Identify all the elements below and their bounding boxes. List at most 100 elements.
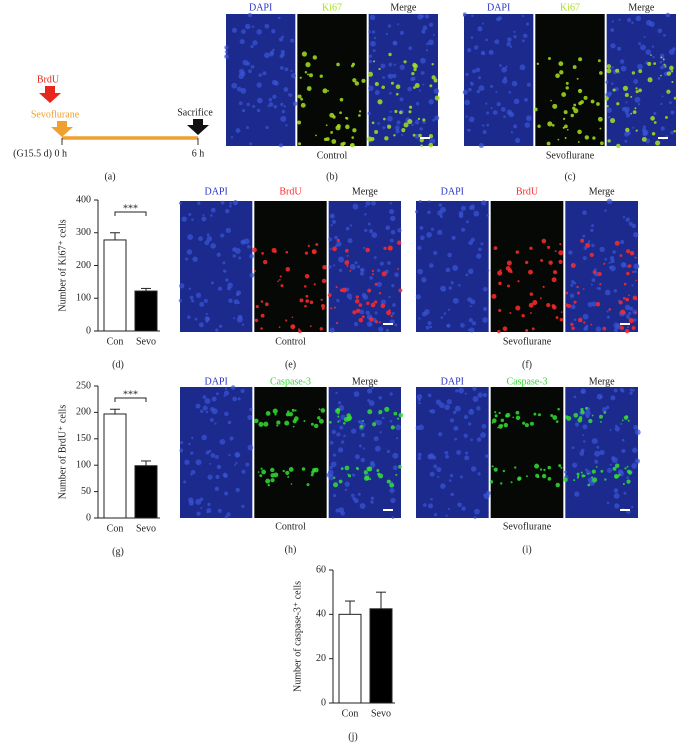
nucleus <box>246 126 249 130</box>
brdu-arrow <box>39 86 61 103</box>
sacrifice-arrow <box>187 119 209 135</box>
nucleus <box>223 390 230 396</box>
nucleus <box>502 78 508 84</box>
nucleus <box>380 299 387 305</box>
x-tick-label: Con <box>107 523 124 534</box>
nucleus <box>640 44 646 51</box>
nucleus <box>360 457 365 463</box>
nucleus <box>207 502 211 507</box>
stain-spot <box>583 474 586 478</box>
nucleus <box>481 200 487 206</box>
nucleus <box>280 102 284 107</box>
nucleus <box>179 441 184 445</box>
channel-header: DAPI <box>204 186 227 197</box>
stain-spot <box>350 142 355 148</box>
nucleus <box>473 45 479 50</box>
nucleus <box>621 106 627 112</box>
nucleus <box>225 227 231 234</box>
nucleus <box>582 313 589 320</box>
nucleus <box>525 115 532 122</box>
nucleus <box>595 326 602 332</box>
nucleus <box>270 50 274 55</box>
nucleus <box>471 321 477 326</box>
nucleus <box>582 256 587 261</box>
channel-header: Merge <box>589 376 615 387</box>
stain-spot <box>252 247 257 253</box>
stain-spot <box>580 471 583 474</box>
nucleus <box>629 391 633 395</box>
stain-spot <box>572 106 576 110</box>
nucleus <box>432 118 436 122</box>
nucleus <box>470 438 473 442</box>
nucleus <box>369 276 374 280</box>
nucleus <box>481 423 487 429</box>
channel-header: Merge <box>628 2 654 13</box>
nucleus <box>621 449 626 454</box>
nucleus <box>508 90 512 94</box>
nucleus <box>668 101 672 105</box>
stain-spot <box>641 136 647 142</box>
nucleus <box>335 508 340 513</box>
nucleus <box>178 298 183 303</box>
nucleus <box>236 316 243 323</box>
channel-header: Ki67 <box>322 2 342 13</box>
stain-spot <box>627 419 630 422</box>
nucleus <box>228 298 233 303</box>
nucleus <box>392 452 399 459</box>
nucleus <box>422 25 428 31</box>
stain-spot <box>407 119 413 125</box>
stain-spot <box>257 471 260 473</box>
stain-spot <box>345 117 349 120</box>
nucleus <box>288 93 293 97</box>
nucleus <box>646 19 652 26</box>
nucleus <box>362 246 366 250</box>
stain-spot <box>367 409 373 415</box>
nucleus <box>229 201 232 205</box>
nucleus <box>387 74 391 78</box>
caption: Control <box>275 521 306 532</box>
nucleus <box>206 236 213 242</box>
nucleus <box>433 464 438 469</box>
nucleus <box>514 137 521 144</box>
stain-spot <box>398 288 403 293</box>
stain-spot <box>585 242 591 248</box>
nucleus <box>584 410 591 417</box>
nucleus <box>590 228 594 233</box>
nucleus <box>206 317 210 322</box>
nucleus <box>248 69 252 74</box>
stain-spot <box>623 415 629 420</box>
nucleus <box>584 326 589 331</box>
nucleus <box>452 265 459 271</box>
nucleus <box>634 458 641 464</box>
significance-bracket <box>114 397 147 402</box>
nucleus <box>433 251 438 256</box>
nucleus <box>613 388 618 393</box>
nucleus <box>416 394 423 400</box>
stain-spot <box>612 88 616 92</box>
stain-spot <box>419 137 424 143</box>
stain-spot <box>285 319 288 322</box>
stain-spot <box>294 409 297 412</box>
nucleus <box>331 219 336 224</box>
nucleus <box>329 440 334 445</box>
caption: Control <box>317 150 348 161</box>
stain-spot <box>588 418 593 424</box>
nucleus <box>390 229 396 235</box>
stain-spot <box>305 62 311 68</box>
significance-bracket <box>114 211 147 216</box>
stain-spot <box>561 92 567 98</box>
nucleus <box>623 491 627 495</box>
stain-spot <box>662 58 665 61</box>
stain-spot <box>341 287 347 293</box>
channel-header: DAPI <box>441 376 464 387</box>
nucleus <box>573 318 577 321</box>
stain-spot <box>525 329 529 333</box>
nucleus <box>429 22 434 27</box>
nucleus <box>631 223 637 229</box>
stain-spot <box>533 412 537 416</box>
stain-spot <box>303 285 307 288</box>
nucleus <box>338 268 343 273</box>
stain-spot <box>358 110 362 113</box>
stain-spot <box>301 467 306 471</box>
stain-spot <box>273 472 279 478</box>
